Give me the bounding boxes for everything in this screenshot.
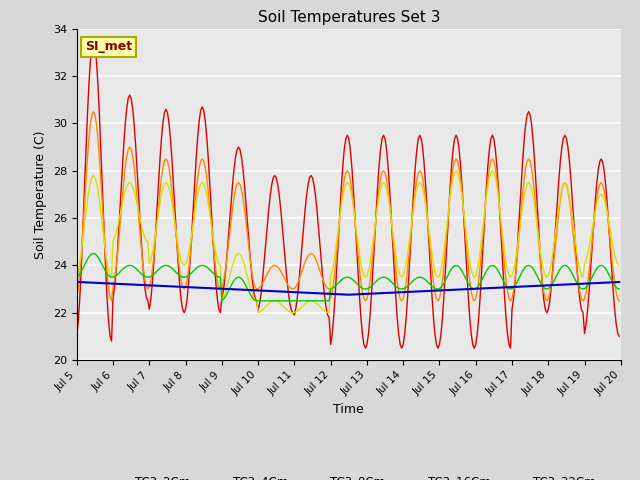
TC3_8Cm [616, 263, 623, 268]
TC3_2Cm [264, 224, 271, 229]
TC3_2Cm [73, 333, 81, 339]
TC3_16Cm [588, 274, 596, 280]
X-axis label: Time: Time [333, 403, 364, 416]
TC3_16Cm [265, 298, 273, 304]
TC3_2Cm [236, 147, 244, 153]
TC3_2Cm [616, 334, 623, 339]
Line: TC3_4Cm: TC3_4Cm [77, 111, 620, 301]
TC3_32Cm [345, 292, 353, 298]
TC3_4Cm [256, 285, 264, 290]
TC3_32Cm [253, 288, 260, 293]
Line: TC3_8Cm: TC3_8Cm [77, 171, 620, 312]
TC3_2Cm [312, 193, 319, 199]
Line: TC3_2Cm: TC3_2Cm [77, 41, 620, 348]
TC3_16Cm [141, 274, 148, 279]
TC3_32Cm [262, 288, 269, 294]
TC3_8Cm [253, 298, 260, 304]
Y-axis label: Soil Temperature (C): Soil Temperature (C) [35, 130, 47, 259]
TC3_16Cm [616, 286, 623, 292]
TC3_32Cm [310, 290, 318, 296]
TC3_32Cm [616, 279, 623, 285]
Title: Soil Temperatures Set 3: Soil Temperatures Set 3 [257, 10, 440, 25]
TC3_2Cm [588, 245, 596, 251]
TC3_2Cm [90, 38, 97, 44]
TC3_16Cm [236, 275, 244, 280]
TC3_8Cm [140, 230, 147, 236]
TC3_16Cm [313, 298, 321, 304]
TC3_8Cm [289, 310, 297, 315]
TC3_32Cm [587, 280, 595, 286]
TC3_8Cm [588, 227, 596, 233]
TC3_16Cm [253, 298, 260, 304]
TC3_32Cm [73, 279, 81, 285]
TC3_4Cm [265, 268, 273, 274]
TC3_32Cm [140, 282, 147, 288]
TC3_4Cm [616, 298, 623, 304]
TC3_4Cm [108, 298, 115, 304]
Line: TC3_16Cm: TC3_16Cm [77, 253, 620, 301]
TC3_32Cm [235, 287, 243, 292]
TC3_16Cm [90, 251, 97, 256]
TC3_8Cm [452, 168, 460, 174]
Legend: TC3_2Cm, TC3_4Cm, TC3_8Cm, TC3_16Cm, TC3_32Cm: TC3_2Cm, TC3_4Cm, TC3_8Cm, TC3_16Cm, TC3… [97, 471, 600, 480]
TC3_2Cm [254, 308, 262, 313]
TC3_4Cm [237, 187, 245, 192]
Text: SI_met: SI_met [85, 40, 132, 53]
TC3_4Cm [588, 239, 596, 245]
TC3_8Cm [262, 304, 269, 310]
TC3_4Cm [143, 284, 150, 289]
TC3_4Cm [73, 295, 81, 300]
Line: TC3_32Cm: TC3_32Cm [77, 282, 620, 295]
TC3_8Cm [73, 273, 81, 278]
TC3_8Cm [235, 251, 243, 256]
TC3_2Cm [362, 345, 369, 351]
TC3_2Cm [141, 284, 148, 290]
TC3_4Cm [313, 260, 321, 265]
TC3_4Cm [90, 108, 97, 114]
TC3_16Cm [73, 274, 81, 280]
TC3_16Cm [256, 298, 264, 304]
TC3_8Cm [312, 300, 319, 305]
